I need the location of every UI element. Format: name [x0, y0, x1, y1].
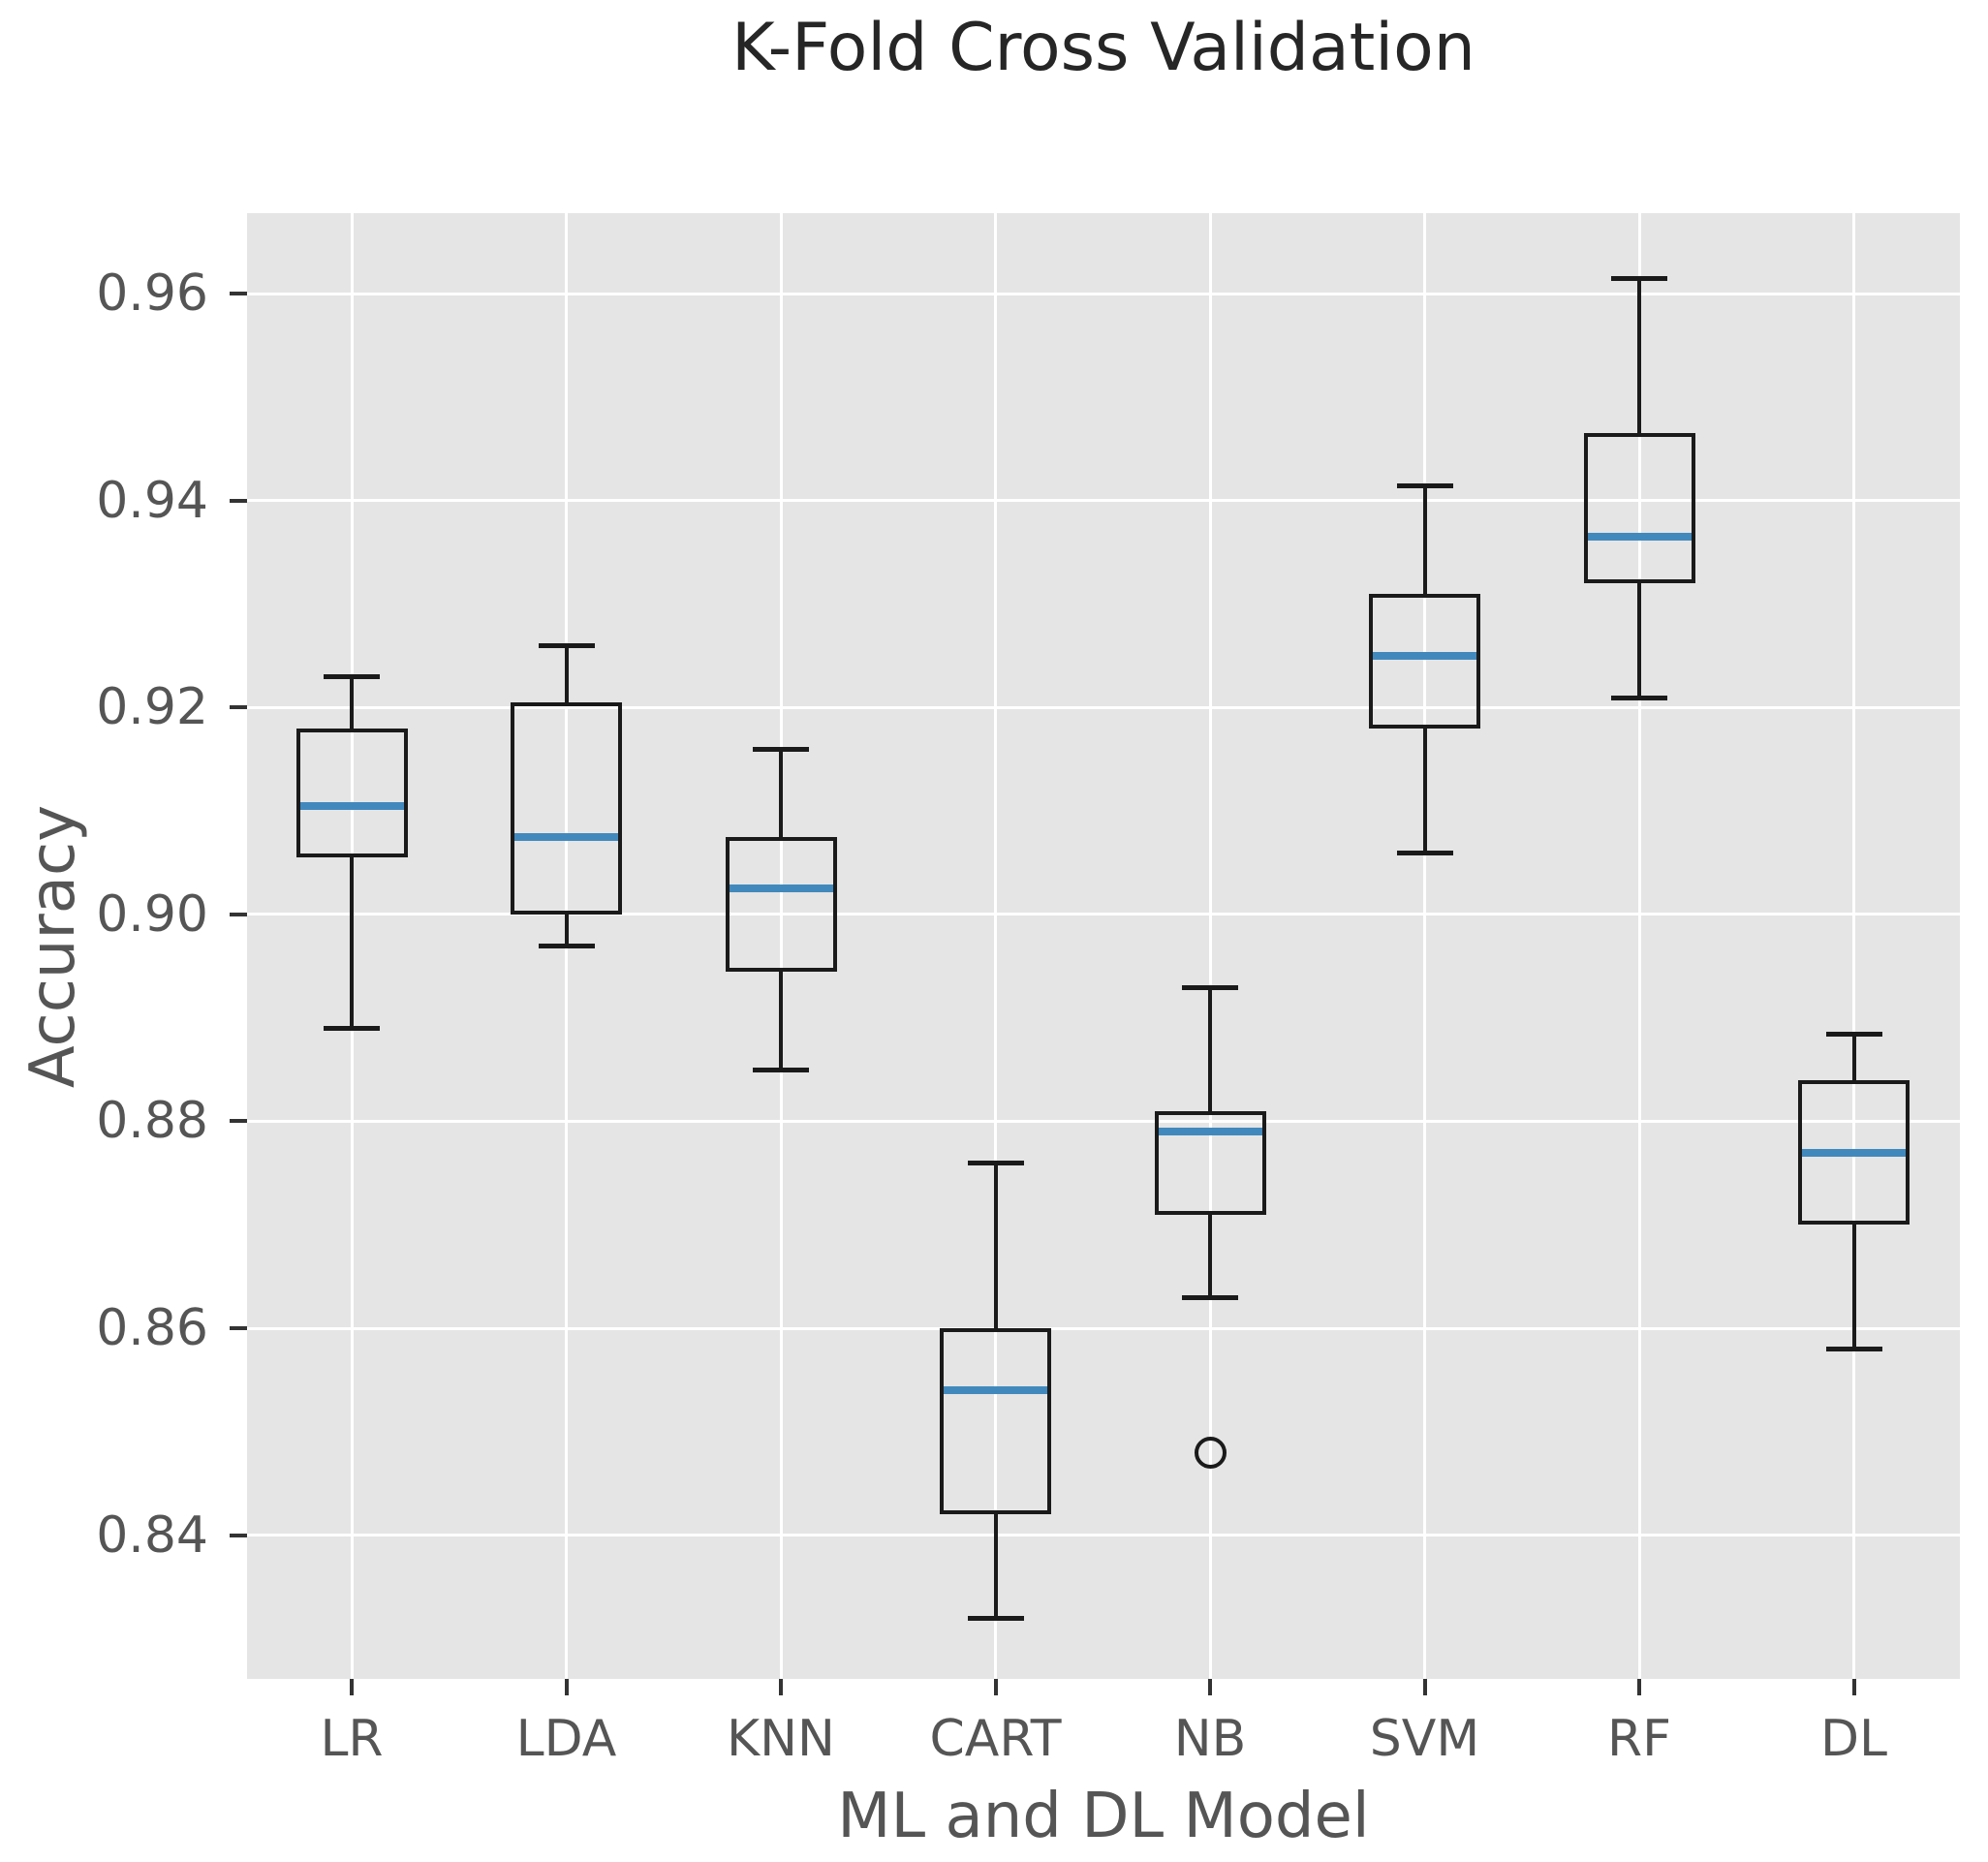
outlier-NB [1194, 1436, 1227, 1469]
x-tick-label: RF [1606, 1710, 1672, 1768]
y-gridline [247, 1534, 1960, 1537]
median-SVM [1369, 651, 1480, 660]
x-tick-mark [1208, 1679, 1212, 1695]
whisker-cap-high-SVM [1396, 482, 1453, 488]
whisker-cap-high-LDA [538, 643, 595, 649]
whisker-cap-high-CART [967, 1161, 1024, 1166]
whisker-lower-KNN [779, 971, 783, 1071]
whisker-cap-low-DL [1825, 1347, 1882, 1352]
y-tick-label: 0.92 [96, 678, 208, 737]
whisker-upper-DL [1851, 1033, 1856, 1080]
median-CART [940, 1386, 1051, 1395]
median-LR [295, 801, 408, 810]
x-tick-label: NB [1173, 1710, 1247, 1768]
whisker-cap-low-NB [1182, 1295, 1238, 1300]
x-gridline [1637, 213, 1641, 1679]
x-tick-label: SVM [1369, 1710, 1480, 1768]
x-tick-mark [993, 1679, 998, 1695]
y-tick-mark [230, 1326, 247, 1331]
whisker-cap-low-RF [1611, 695, 1667, 700]
whisker-lower-LR [350, 857, 354, 1029]
x-gridline [1423, 213, 1426, 1679]
y-tick-mark [230, 705, 247, 710]
y-tick-label: 0.90 [96, 884, 208, 944]
whisker-lower-CART [993, 1514, 998, 1618]
median-RF [1583, 533, 1695, 542]
box-LDA [511, 702, 622, 915]
y-gridline [247, 1119, 1960, 1123]
box-RF [1583, 433, 1695, 584]
y-tick-label: 0.86 [96, 1299, 208, 1358]
x-axis-title: ML and DL Model [837, 1781, 1370, 1852]
whisker-cap-high-LR [324, 674, 380, 680]
whisker-upper-LR [350, 676, 354, 729]
median-LDA [511, 832, 622, 841]
x-tick-mark [1637, 1679, 1641, 1695]
whisker-upper-KNN [779, 749, 783, 837]
x-tick-mark [1422, 1679, 1427, 1695]
median-NB [1154, 1128, 1266, 1136]
whisker-cap-low-KNN [753, 1068, 809, 1073]
y-gridline [247, 1326, 1960, 1330]
whisker-lower-DL [1851, 1225, 1856, 1350]
median-DL [1798, 1148, 1910, 1157]
whisker-lower-RF [1637, 583, 1641, 698]
box-SVM [1369, 593, 1480, 729]
y-tick-mark [230, 498, 247, 503]
y-gridline [247, 913, 1960, 916]
x-tick-mark [564, 1679, 569, 1695]
y-tick-label: 0.94 [96, 471, 208, 530]
y-tick-mark [230, 1533, 247, 1537]
x-tick-label: DL [1819, 1710, 1887, 1768]
whisker-upper-RF [1637, 278, 1641, 434]
x-gridline [1852, 213, 1855, 1679]
chart-title: K-Fold Cross Validation [731, 10, 1475, 86]
whisker-lower-NB [1208, 1214, 1212, 1297]
box-CART [940, 1328, 1051, 1515]
x-gridline [779, 213, 783, 1679]
y-gridline [247, 499, 1960, 503]
x-tick-label: CART [929, 1710, 1062, 1768]
x-tick-mark [350, 1679, 354, 1695]
whisker-cap-high-NB [1182, 984, 1238, 990]
whisker-cap-high-RF [1611, 276, 1667, 282]
x-tick-mark [1851, 1679, 1856, 1695]
x-tick-label: LDA [515, 1710, 617, 1768]
y-tick-label: 0.96 [96, 264, 208, 324]
median-KNN [725, 884, 837, 893]
box-LR [295, 728, 408, 858]
y-gridline [247, 292, 1960, 295]
y-gridline [247, 705, 1960, 709]
whisker-upper-NB [1208, 986, 1212, 1111]
x-tick-label: KNN [727, 1710, 835, 1768]
y-tick-mark [230, 1119, 247, 1124]
whisker-cap-low-CART [967, 1616, 1024, 1621]
whisker-cap-low-LR [324, 1026, 380, 1032]
whisker-cap-high-DL [1825, 1031, 1882, 1037]
whisker-cap-low-SVM [1396, 850, 1453, 855]
x-tick-label: LR [320, 1710, 384, 1768]
whisker-lower-LDA [564, 914, 569, 946]
whisker-cap-high-KNN [753, 747, 809, 753]
whisker-cap-low-LDA [538, 943, 595, 948]
whisker-upper-SVM [1422, 484, 1427, 594]
y-tick-label: 0.84 [96, 1505, 208, 1565]
x-gridline [1208, 213, 1212, 1679]
box-NB [1154, 1110, 1266, 1215]
whisker-lower-SVM [1422, 728, 1427, 853]
y-tick-mark [230, 292, 247, 296]
whisker-upper-CART [993, 1163, 998, 1329]
box-DL [1798, 1079, 1910, 1226]
y-tick-mark [230, 912, 247, 916]
whisker-upper-LDA [564, 645, 569, 703]
plot-area [247, 213, 1960, 1679]
x-gridline [994, 213, 997, 1679]
y-tick-label: 0.88 [96, 1092, 208, 1151]
y-axis-title: Accuracy [17, 804, 89, 1089]
x-tick-mark [779, 1679, 783, 1695]
box-KNN [725, 836, 837, 972]
